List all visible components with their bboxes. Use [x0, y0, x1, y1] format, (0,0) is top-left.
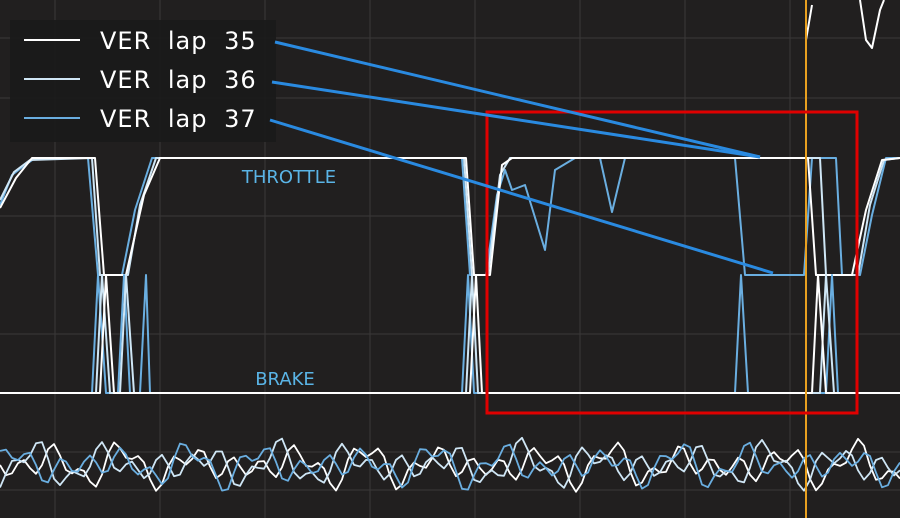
legend-label: VER lap 37: [100, 105, 257, 133]
traces: [0, 0, 900, 493]
annotation-arrows: [269, 40, 774, 275]
lower-trace: [0, 436, 900, 492]
brake-label: BRAKE: [255, 369, 315, 390]
highlight-box: [485, 110, 859, 415]
legend-label: VER lap 35: [100, 27, 257, 55]
throttle-label: THROTTLE: [241, 167, 336, 188]
lower-trace: [0, 441, 900, 492]
lower-trace: [0, 437, 900, 493]
legend: VER lap 35 VER lap 36 VER lap 37: [24, 27, 257, 133]
legend-label: VER lap 36: [100, 66, 257, 94]
